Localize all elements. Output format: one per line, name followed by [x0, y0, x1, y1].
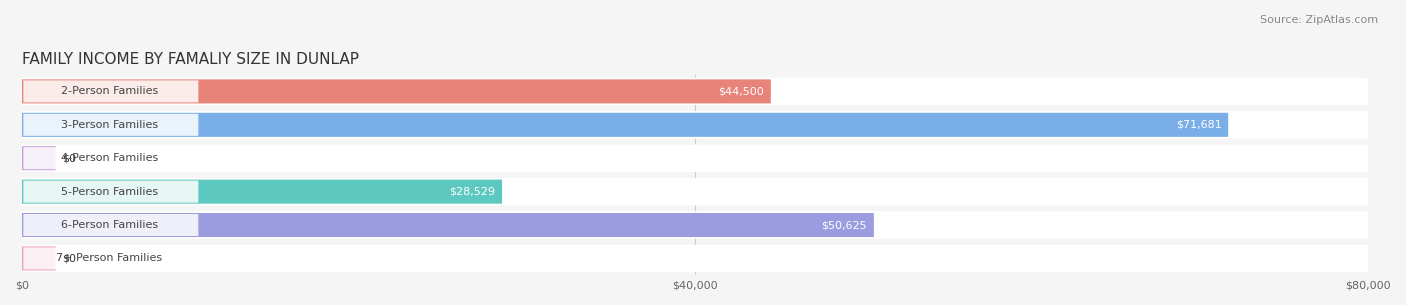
- FancyBboxPatch shape: [22, 180, 502, 204]
- Text: 5-Person Families: 5-Person Families: [60, 187, 157, 197]
- FancyBboxPatch shape: [22, 145, 1368, 172]
- FancyBboxPatch shape: [22, 78, 1368, 105]
- Text: $50,625: $50,625: [821, 220, 868, 230]
- FancyBboxPatch shape: [24, 247, 198, 269]
- Text: $0: $0: [62, 253, 76, 264]
- Text: 4-Person Families: 4-Person Families: [60, 153, 157, 163]
- FancyBboxPatch shape: [22, 245, 1368, 272]
- FancyBboxPatch shape: [24, 81, 198, 102]
- FancyBboxPatch shape: [24, 181, 198, 203]
- Text: FAMILY INCOME BY FAMALIY SIZE IN DUNLAP: FAMILY INCOME BY FAMALIY SIZE IN DUNLAP: [22, 52, 359, 66]
- FancyBboxPatch shape: [22, 111, 1368, 138]
- Text: 3-Person Families: 3-Person Families: [60, 120, 157, 130]
- FancyBboxPatch shape: [22, 211, 1368, 239]
- Text: 6-Person Families: 6-Person Families: [60, 220, 157, 230]
- FancyBboxPatch shape: [22, 178, 1368, 205]
- FancyBboxPatch shape: [22, 246, 56, 271]
- FancyBboxPatch shape: [22, 79, 770, 103]
- Text: Source: ZipAtlas.com: Source: ZipAtlas.com: [1260, 15, 1378, 25]
- Text: $71,681: $71,681: [1175, 120, 1222, 130]
- FancyBboxPatch shape: [24, 147, 198, 169]
- Text: 2-Person Families: 2-Person Families: [60, 86, 157, 96]
- Text: $28,529: $28,529: [450, 187, 495, 197]
- Text: $0: $0: [62, 153, 76, 163]
- FancyBboxPatch shape: [22, 113, 1229, 137]
- FancyBboxPatch shape: [24, 214, 198, 236]
- FancyBboxPatch shape: [22, 146, 56, 170]
- FancyBboxPatch shape: [24, 114, 198, 136]
- FancyBboxPatch shape: [22, 213, 875, 237]
- Text: $44,500: $44,500: [718, 86, 763, 96]
- Text: 7+ Person Families: 7+ Person Families: [56, 253, 163, 264]
